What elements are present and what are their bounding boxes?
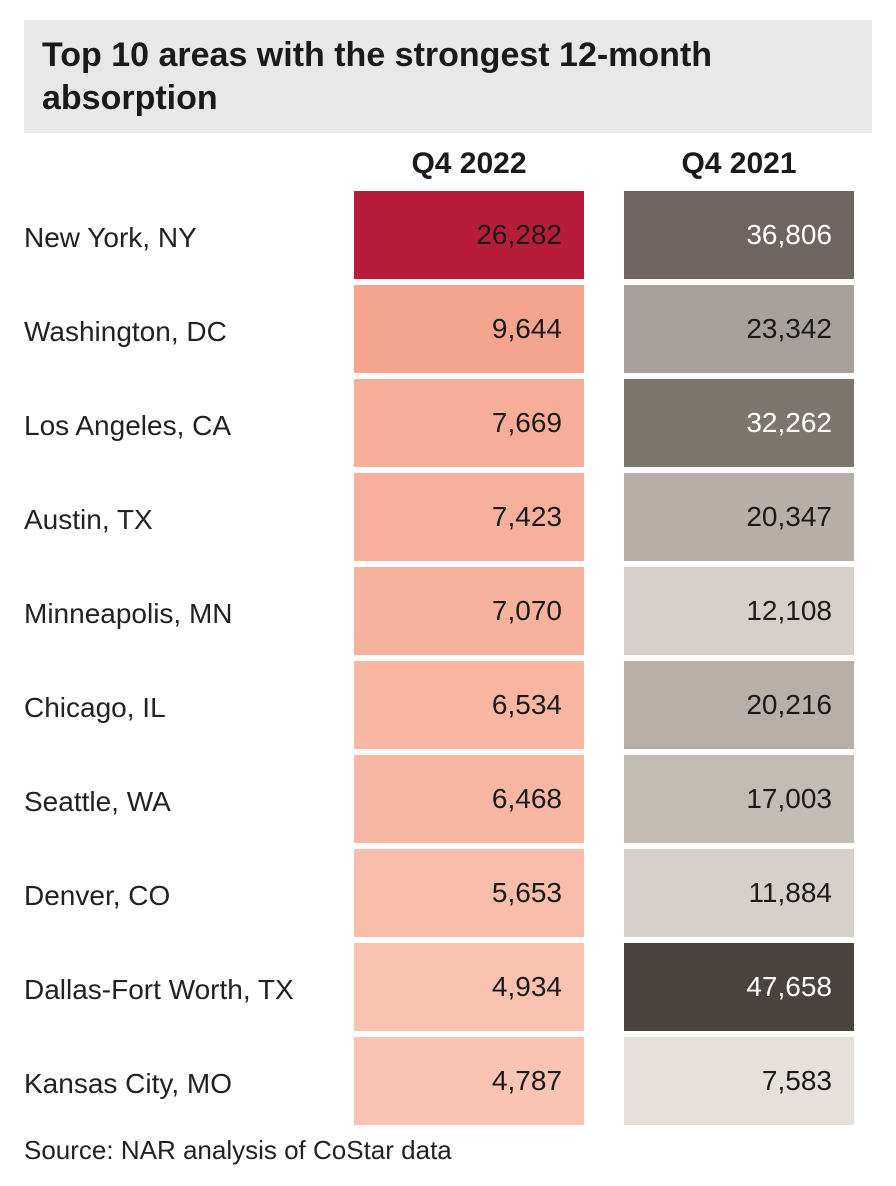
column-header-q4-2022: Q4 2022: [354, 141, 584, 191]
absorption-table: Q4 2022 Q4 2021 New York, NY26,282 36,806…: [24, 141, 872, 1131]
cell-q4-2022: 4,934: [354, 943, 584, 1031]
cell-q4-2022: 4,787: [354, 1037, 584, 1125]
cell-q4-2022: 7,070: [354, 567, 584, 655]
cell-q4-2021: 23,342: [624, 285, 854, 373]
row-gap: [584, 1037, 624, 1131]
column-gap: [584, 141, 624, 191]
chart-source: Source: NAR analysis of CoStar data: [24, 1135, 872, 1166]
cell-q4-2021: 12,108: [624, 567, 854, 655]
row-gap: [584, 755, 624, 849]
row-label: Minneapolis, MN: [24, 567, 354, 661]
row-label: Seattle, WA: [24, 755, 354, 849]
cell-q4-2022: 6,534: [354, 661, 584, 749]
row-label: Kansas City, MO: [24, 1037, 354, 1131]
cell-q4-2021: 32,262: [624, 379, 854, 467]
cell-q4-2021: 11,884: [624, 849, 854, 937]
row-label: Denver, CO: [24, 849, 354, 943]
row-gap: [584, 567, 624, 661]
row-label: Dallas-Fort Worth, TX: [24, 943, 354, 1037]
row-label: Los Angeles, CA: [24, 379, 354, 473]
row-gap: [584, 473, 624, 567]
column-header-q4-2021: Q4 2021: [624, 141, 854, 191]
cell-q4-2022: 6,468: [354, 755, 584, 843]
row-gap: [584, 849, 624, 943]
cell-q4-2022: 5,653: [354, 849, 584, 937]
cell-q4-2022: 26,282: [354, 191, 584, 279]
cell-q4-2021: 36,806: [624, 191, 854, 279]
cell-q4-2022: 9,644: [354, 285, 584, 373]
row-label: Austin, TX: [24, 473, 354, 567]
cell-q4-2021: 7,583: [624, 1037, 854, 1125]
cell-q4-2021: 17,003: [624, 755, 854, 843]
cell-q4-2022: 7,423: [354, 473, 584, 561]
row-label: Washington, DC: [24, 285, 354, 379]
header-spacer: [24, 141, 354, 191]
chart-title-bar: Top 10 areas with the strongest 12-month…: [24, 20, 872, 133]
chart-title: Top 10 areas with the strongest 12-month…: [42, 34, 854, 119]
row-label: New York, NY: [24, 191, 354, 285]
row-gap: [584, 285, 624, 379]
row-gap: [584, 379, 624, 473]
row-gap: [584, 191, 624, 285]
cell-q4-2021: 20,216: [624, 661, 854, 749]
cell-q4-2022: 7,669: [354, 379, 584, 467]
row-label: Chicago, IL: [24, 661, 354, 755]
cell-q4-2021: 20,347: [624, 473, 854, 561]
row-gap: [584, 943, 624, 1037]
cell-q4-2021: 47,658: [624, 943, 854, 1031]
row-gap: [584, 661, 624, 755]
